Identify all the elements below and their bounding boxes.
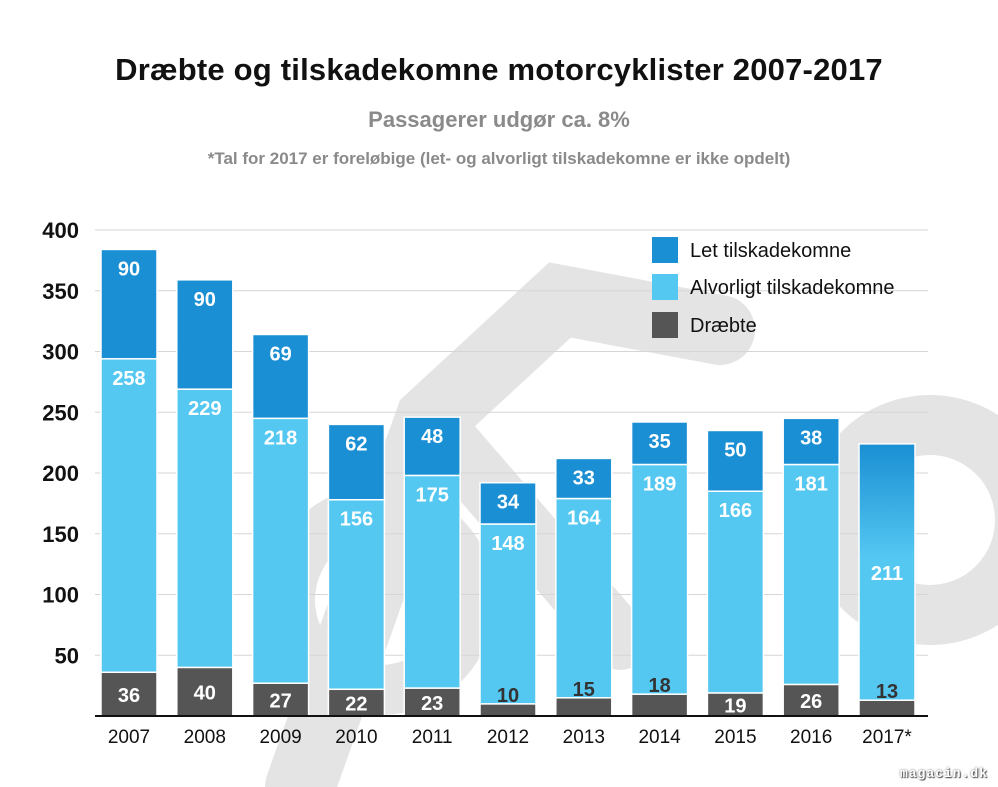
bar-lightly-injured [100, 248, 158, 360]
x-tick-label: 2007 [108, 727, 150, 748]
bar-killed [630, 693, 689, 717]
bar-seriously-injured [706, 490, 765, 694]
data-label-lightly-injured: 90 [118, 258, 140, 280]
bar-lightly-injured [176, 279, 234, 390]
bar-lightly-injured [327, 423, 386, 501]
data-label-lightly-injured: 50 [724, 439, 746, 461]
bar-seriously-injured [630, 463, 689, 695]
bar-lightly-injured [403, 416, 461, 477]
data-label-lightly-injured: 48 [421, 426, 443, 448]
bar-seriously-injured [327, 498, 386, 691]
y-axis-ticks: 50 100 150 200 250 300 350 400 [42, 218, 79, 668]
chart-subtitle: Passagerer udgør ca. 8% [368, 107, 630, 132]
legend-label-killed: Dræbte [690, 315, 757, 337]
bar-seriously-injured [100, 358, 158, 674]
chart-title: Dræbte og tilskadekomne motorcyklister 2… [115, 52, 883, 87]
legend-label-lightly-injured: Let tilskadekomne [690, 240, 851, 262]
value-labels: 36 258 90 40 229 90 27 218 69 22 156 62 23 175 48 10 148… [112, 258, 903, 717]
data-label-lightly-injured: 34 [497, 492, 520, 514]
bar-seriously-injured [403, 474, 461, 689]
data-label-lightly-injured: 38 [800, 427, 822, 449]
y-tick-label: 50 [55, 643, 79, 668]
x-tick-label: 2014 [638, 727, 681, 748]
data-label-seriously-injured: 148 [491, 533, 524, 555]
data-label-lightly-injured: 62 [345, 433, 367, 455]
data-label-killed: 23 [421, 693, 443, 715]
x-tick-label: 2017* [862, 727, 912, 748]
x-tick-label: 2015 [714, 727, 756, 748]
legend-swatch-seriously-injured [652, 274, 678, 300]
x-tick-label: 2013 [563, 727, 605, 748]
data-label-seriously-injured: 211 [871, 563, 903, 585]
bar-seriously-injured [858, 443, 916, 701]
legend: Let tilskadekomne Alvorligt tilskadekomne… [652, 237, 895, 338]
y-tick-label: 100 [42, 583, 79, 608]
x-tick-label: 2009 [259, 727, 301, 748]
bar-seriously-injured [555, 497, 613, 699]
bar-seriously-injured [176, 388, 234, 669]
data-label-killed: 10 [497, 685, 519, 707]
bar-killed [251, 682, 310, 717]
x-axis-ticks: 2007 2008 2009 2010 2011 2012 2013 2014 2015 2016… [108, 727, 913, 748]
bar-lightly-injured [782, 417, 840, 466]
y-tick-label: 250 [42, 400, 79, 425]
bar-lightly-injured [479, 481, 537, 525]
watermark: magacin.dk [899, 766, 988, 781]
data-label-seriously-injured: 164 [567, 508, 601, 530]
y-tick-label: 300 [42, 340, 79, 365]
data-label-lightly-injured: 33 [573, 467, 595, 489]
bar-lightly-injured [706, 429, 765, 492]
x-tick-label: 2010 [335, 727, 377, 748]
data-label-killed: 22 [345, 694, 367, 716]
data-label-lightly-injured: 69 [269, 343, 291, 365]
y-tick-label: 400 [42, 218, 79, 243]
legend-swatch-killed [652, 312, 678, 338]
bar-lightly-injured [630, 421, 689, 466]
legend-label-seriously-injured: Alvorligt tilskadekomne [690, 277, 895, 299]
data-label-killed: 19 [724, 695, 746, 717]
x-tick-label: 2016 [790, 727, 832, 748]
y-tick-label: 350 [42, 279, 79, 304]
bar-killed [176, 666, 234, 717]
data-label-killed: 26 [800, 691, 822, 713]
data-label-killed: 13 [876, 681, 898, 703]
x-tick-label: 2012 [487, 727, 529, 748]
x-tick-label: 2008 [184, 727, 226, 748]
data-label-killed: 27 [269, 691, 291, 713]
data-label-seriously-injured: 218 [264, 427, 297, 449]
bars [100, 248, 916, 717]
y-tick-label: 200 [42, 461, 79, 486]
bar-seriously-injured [251, 417, 310, 684]
bar-killed [782, 683, 840, 717]
bar-seriously-injured [782, 463, 840, 686]
bar-killed [403, 687, 461, 717]
data-label-killed: 15 [573, 679, 595, 701]
data-label-seriously-injured: 181 [795, 473, 828, 495]
data-label-seriously-injured: 229 [188, 398, 221, 420]
data-label-killed: 36 [118, 685, 140, 707]
x-tick-label: 2011 [412, 727, 453, 748]
data-label-killed: 40 [194, 683, 216, 705]
bar-lightly-injured [251, 333, 310, 420]
data-label-killed: 18 [648, 675, 670, 697]
data-label-seriously-injured: 258 [112, 368, 145, 390]
data-label-seriously-injured: 156 [340, 509, 373, 531]
legend-swatch-lightly-injured [652, 237, 678, 263]
bar-lightly-injured [555, 457, 613, 500]
data-label-lightly-injured: 35 [648, 431, 670, 453]
data-label-seriously-injured: 166 [719, 500, 752, 522]
data-label-seriously-injured: 189 [643, 473, 676, 495]
data-label-lightly-injured: 90 [194, 289, 216, 311]
y-tick-label: 150 [42, 522, 79, 547]
chart-note: *Tal for 2017 er foreløbige (let- og alv… [207, 149, 791, 168]
data-label-seriously-injured: 175 [416, 484, 449, 506]
